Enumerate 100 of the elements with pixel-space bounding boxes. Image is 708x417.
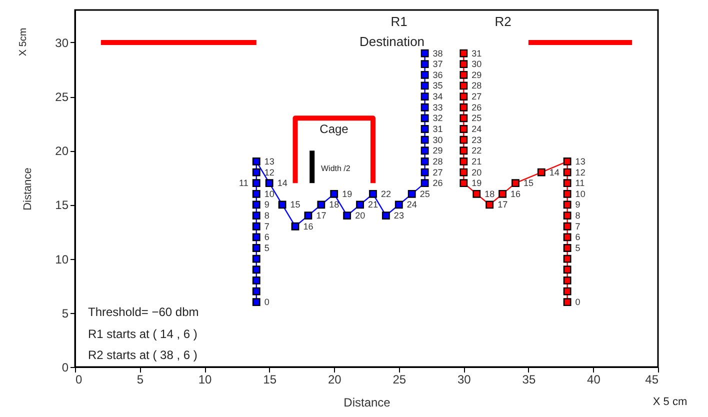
point xyxy=(369,190,377,198)
annotation: 12 xyxy=(264,167,274,178)
point xyxy=(563,254,572,263)
point xyxy=(512,179,520,188)
point xyxy=(343,212,352,220)
x-tick-label: 0 xyxy=(76,372,82,386)
y-tick-label: 0 xyxy=(62,360,69,374)
annotation: Width /2 xyxy=(321,164,351,173)
x-tick-label: 35 xyxy=(522,372,536,386)
annotation: 8 xyxy=(575,210,580,221)
point xyxy=(356,200,364,209)
annotation: 26 xyxy=(472,102,482,112)
point xyxy=(563,212,572,220)
annotation: Destination xyxy=(359,34,425,49)
annotation: 23 xyxy=(472,134,482,145)
y-tick-label: 10 xyxy=(55,252,69,266)
annotation: 14 xyxy=(277,178,288,188)
point xyxy=(563,190,572,198)
annotation: 9 xyxy=(575,200,580,210)
point xyxy=(420,82,429,90)
annotation: 27 xyxy=(432,167,443,178)
point xyxy=(472,190,481,198)
annotation: 18 xyxy=(484,188,495,199)
point xyxy=(460,70,468,79)
annotation: 6 xyxy=(575,232,580,242)
annotation: R1 starts at ( 14 , 6 ) xyxy=(88,327,198,341)
point xyxy=(460,92,468,100)
point xyxy=(291,222,300,230)
annotation: 20 xyxy=(472,167,482,178)
y-tick-label: 30 xyxy=(55,36,69,50)
point xyxy=(420,136,429,144)
point xyxy=(420,103,429,112)
text: X 5 cm xyxy=(652,396,688,408)
point xyxy=(420,125,429,133)
annotation: 32 xyxy=(432,113,443,124)
y-tick-label: 25 xyxy=(55,90,69,104)
annotation: 30 xyxy=(472,59,482,70)
x-tick-label: 40 xyxy=(587,372,601,386)
point xyxy=(252,200,260,209)
point xyxy=(252,233,260,242)
point xyxy=(537,168,546,176)
point xyxy=(252,254,260,263)
annotation: 6 xyxy=(264,232,270,242)
point xyxy=(408,190,416,198)
point xyxy=(563,222,572,230)
point xyxy=(252,158,260,166)
annotation: Cage xyxy=(320,122,349,136)
x-tick-label: 45 xyxy=(645,372,659,386)
annotation: 24 xyxy=(406,200,417,210)
x-tick-label: 10 xyxy=(198,372,212,386)
annotation: R2 xyxy=(494,14,512,29)
annotation: 38 xyxy=(432,48,443,58)
annotation: 19 xyxy=(472,178,482,188)
annotation: R2 starts at ( 38 , 6 ) xyxy=(88,348,198,362)
y-tick-label: 15 xyxy=(55,198,69,212)
point xyxy=(252,212,260,220)
point xyxy=(330,190,338,198)
point xyxy=(252,266,260,274)
annotation: 15 xyxy=(523,178,534,188)
point xyxy=(420,60,429,68)
point xyxy=(252,179,260,188)
point xyxy=(252,244,260,252)
x-tick-label: 30 xyxy=(457,372,472,386)
point xyxy=(563,266,572,274)
y-tick-label: 5 xyxy=(62,306,69,320)
point xyxy=(563,233,572,242)
annotation: 34 xyxy=(432,92,443,102)
point xyxy=(563,200,572,209)
point xyxy=(420,179,429,188)
annotation: 13 xyxy=(575,156,586,166)
annotation: 36 xyxy=(432,70,443,80)
point xyxy=(420,158,429,166)
annotation: 20 xyxy=(355,210,366,221)
annotation: 10 xyxy=(575,188,586,199)
annotation: 23 xyxy=(394,210,404,221)
annotation: 0 xyxy=(264,297,270,308)
annotation: 5 xyxy=(264,243,270,253)
annotation: 22 xyxy=(380,188,391,199)
point xyxy=(252,168,260,176)
point xyxy=(420,168,429,176)
annotation: 16 xyxy=(510,188,521,199)
annotation: 8 xyxy=(264,210,270,221)
annotation: 37 xyxy=(432,59,443,70)
point xyxy=(460,146,468,155)
point xyxy=(460,179,468,188)
y-tick-label: 20 xyxy=(55,144,69,158)
annotation: 24 xyxy=(472,124,482,134)
annotation: 10 xyxy=(264,188,274,199)
annotation: 27 xyxy=(472,92,482,102)
annotation: 11 xyxy=(239,178,248,188)
x-axis-title: Distance xyxy=(344,396,391,410)
point xyxy=(460,49,468,58)
annotation: 33 xyxy=(432,102,443,112)
point xyxy=(420,70,429,79)
point xyxy=(563,158,572,166)
point xyxy=(278,200,286,209)
annotation: 31 xyxy=(472,48,482,58)
annotation: 35 xyxy=(432,80,443,91)
annotation: 31 xyxy=(432,124,443,134)
point xyxy=(460,103,468,112)
